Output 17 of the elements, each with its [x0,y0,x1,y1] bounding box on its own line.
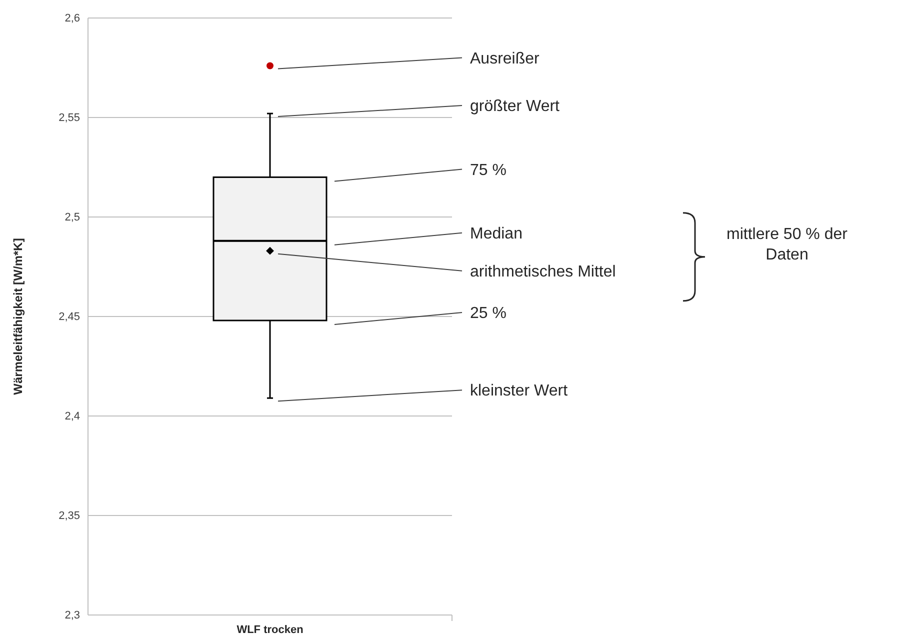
text: 75 % [470,162,506,179]
y-tick-label: 2,55 [58,112,80,124]
text: Ausreißer [470,50,540,68]
text: mittlere 50 % der Daten [726,226,848,264]
y-tick-label: 2,4 [64,410,80,423]
y-tick-label: 2,3 [64,610,80,622]
text: 25 % [470,305,506,322]
y-tick-label: 2,5 [64,212,80,224]
text: kleinster Wert [470,382,568,400]
y-tick-label: 2,35 [58,510,80,522]
text: arithmetisches Mittel [470,263,616,280]
x-tick-label: WLF trocken [236,624,304,636]
y-tick-label: 2,6 [64,12,80,25]
text: größter Wert [470,98,560,116]
y-tick-label: 2,45 [58,311,80,324]
y-axis-title: Wärmeleitfähigkeit [W/m*K] [11,238,25,395]
text: Median [470,225,522,242]
